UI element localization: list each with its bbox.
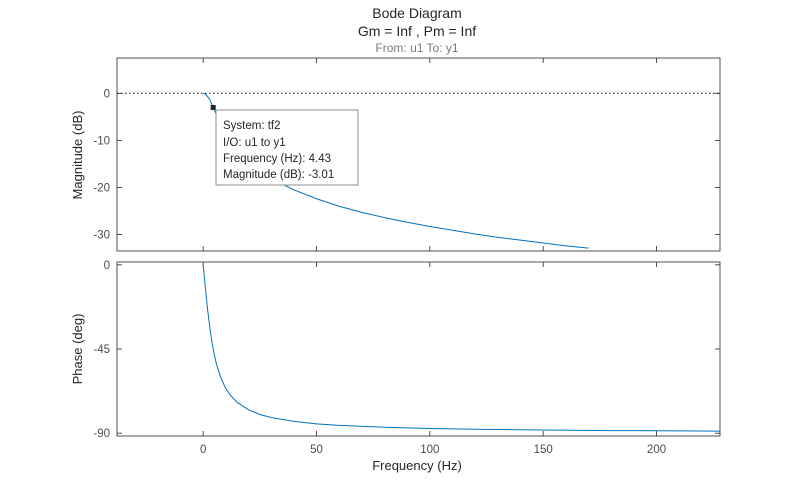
frequency-tick-label: 100: [420, 444, 439, 456]
datatip-frequency: Frequency (Hz): 4.43: [223, 153, 331, 165]
chart-subtitle: Gm = Inf , Pm = Inf: [358, 23, 476, 39]
magnitude-panel: 0 -10 -20 -30 Magnitude (dB): [70, 57, 721, 252]
datatip-io: I/O: u1 to y1: [223, 137, 286, 149]
magnitude-ylabel: Magnitude (dB): [70, 111, 85, 200]
chart-title: Bode Diagram: [372, 5, 462, 21]
datatip-magnitude: Magnitude (dB): -3.01: [223, 169, 334, 181]
phase-axes-box: [116, 261, 721, 437]
magnitude-plot-area: [117, 58, 720, 251]
frequency-xlabel: Frequency (Hz): [372, 458, 462, 473]
datatip[interactable]: System: tf2 I/O: u1 to y1 Frequency (Hz)…: [210, 104, 359, 186]
phase-panel: 0 -45 -90 Phase (deg): [70, 260, 721, 440]
io-label: From: u1 To: y1: [375, 41, 458, 55]
frequency-tick-label: 200: [647, 444, 666, 456]
frequency-tick-label: 150: [534, 444, 553, 456]
frequency-tick-label: 0: [200, 444, 206, 456]
datatip-box: [215, 109, 359, 186]
magnitude-ytick-label: 0: [104, 88, 110, 100]
phase-plot-area: [117, 262, 720, 436]
magnitude-ytick-label: -30: [93, 230, 110, 242]
datatip-marker[interactable]: [210, 104, 216, 110]
phase-ytick-label: 0: [104, 260, 110, 272]
magnitude-ytick-label: -10: [93, 135, 110, 147]
magnitude-ticks: 0 -10 -20 -30: [93, 58, 720, 251]
magnitude-ytick-label: -20: [93, 182, 110, 194]
phase-ytick-label: -90: [93, 428, 110, 440]
phase-series-line: [202, 264, 721, 432]
phase-ytick-label: -45: [93, 344, 110, 356]
magnitude-axes-box: [116, 57, 721, 252]
datatip-system: System: tf2: [223, 120, 281, 132]
frequency-axis-ticks: 0 50 100 150 200: [200, 444, 666, 456]
phase-ylabel: Phase (deg): [70, 314, 85, 385]
frequency-tick-label: 50: [310, 444, 323, 456]
